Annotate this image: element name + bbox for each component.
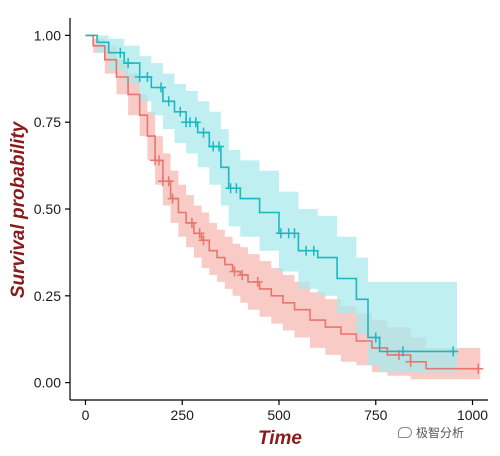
censor-mark-1-8 — [198, 235, 209, 246]
censor-mark-1-7 — [194, 228, 205, 239]
watermark-text: 极智分析 — [416, 426, 465, 440]
censor-mark-2-22 — [397, 346, 408, 357]
y-tick-label-0: 0.00 — [34, 375, 61, 391]
x-tick-label-0: 0 — [82, 407, 90, 423]
y-axis-title: Survival probability — [8, 120, 29, 298]
censor-mark-2-1 — [115, 47, 126, 58]
censor-mark-1-2 — [154, 155, 164, 166]
y-tick-label-3: 0.75 — [34, 114, 61, 130]
censor-mark-1-10 — [237, 270, 248, 280]
confidence-band-2 — [85, 35, 457, 373]
speech-bubble-icon — [398, 427, 412, 438]
y-tick-label-2: 0.50 — [34, 201, 61, 217]
censor-mark-1-6 — [186, 217, 197, 228]
x-tick-label-1000: 1000 — [457, 407, 488, 423]
x-tick-label-250: 250 — [171, 407, 195, 423]
censor-mark-1-9 — [229, 266, 240, 277]
censor-mark-1-13 — [405, 356, 416, 367]
censor-marks — [115, 47, 484, 374]
censor-mark-2-11 — [198, 127, 209, 138]
y-tick-label-1: 0.25 — [34, 288, 61, 304]
survival-curves — [85, 34, 481, 370]
censor-mark-2-18 — [289, 228, 300, 239]
survival-curve-2 — [85, 34, 457, 353]
x-axis-title: Time — [258, 428, 302, 449]
censor-mark-2-15 — [231, 183, 242, 194]
x-tick-label-500: 500 — [267, 407, 291, 423]
censor-mark-2-21 — [370, 332, 381, 343]
x-tick-label-750: 750 — [364, 407, 388, 423]
censor-mark-2-13 — [214, 141, 224, 152]
censor-mark-1-5 — [167, 193, 178, 204]
axes: 0 250 500 750 1000 0.00 0.25 0.50 0.75 1.00 — [34, 18, 488, 423]
censor-mark-1-14 — [473, 363, 484, 374]
censor-mark-2-4 — [142, 72, 153, 82]
y-tick-label-4: 1.00 — [34, 27, 61, 43]
censor-mark-2-6 — [163, 96, 174, 107]
censor-mark-2-10 — [190, 117, 201, 128]
censor-mark-2-5 — [156, 82, 166, 93]
survival-curve-1 — [85, 34, 481, 370]
confidence-bands — [85, 35, 481, 380]
censor-mark-2-23 — [448, 346, 459, 357]
censor-mark-1-11 — [252, 276, 263, 287]
censor-mark-2-20 — [308, 245, 319, 256]
censor-mark-1-4 — [163, 176, 174, 187]
censor-mark-2-2 — [123, 58, 134, 69]
watermark: 极智分析 — [398, 424, 464, 441]
censor-mark-2-7 — [175, 106, 186, 117]
